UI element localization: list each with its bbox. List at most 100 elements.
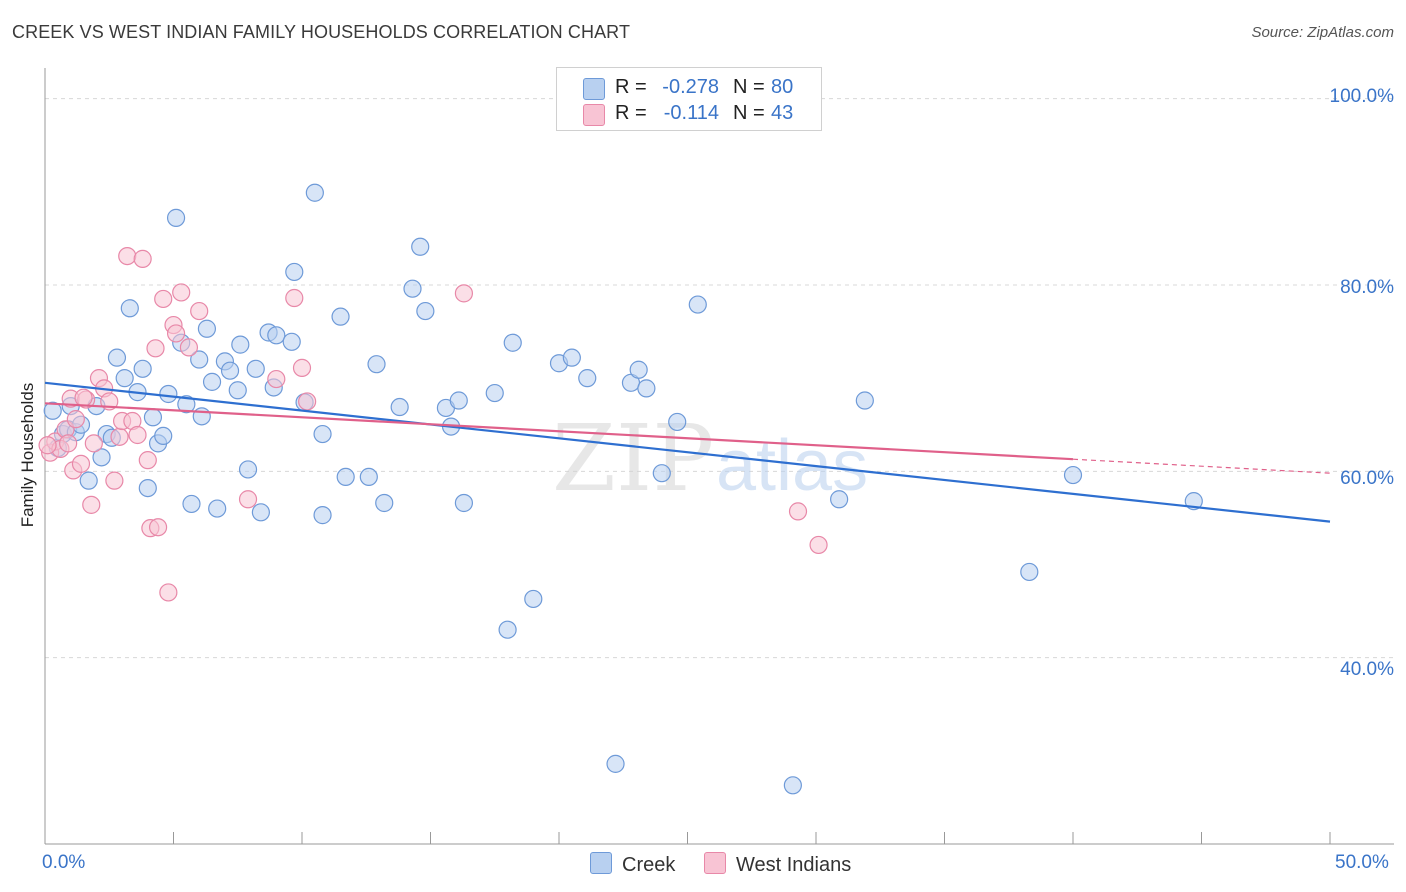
creek-point: [524, 589, 543, 609]
creek-point: [411, 237, 430, 256]
creek-point: [498, 620, 517, 639]
creek-trend-line: [44, 381, 1331, 523]
west-indians-point: [110, 427, 129, 446]
creek-point: [43, 401, 62, 420]
west-indians-point: [74, 388, 93, 407]
data-points: [38, 183, 1203, 795]
west-indians-point: [292, 358, 312, 377]
west-indians-point: [159, 583, 178, 602]
west-indians-point: [105, 471, 124, 490]
west-indians-point: [166, 324, 186, 343]
creek-point: [562, 348, 581, 367]
west-indians-point: [128, 425, 147, 445]
creek-legend-label: Creek: [622, 854, 676, 876]
y-tick-80: 80.0%: [1340, 277, 1394, 298]
creek-point: [166, 208, 186, 227]
creek-point: [416, 301, 435, 321]
creek-point: [107, 348, 127, 367]
creek-point: [606, 754, 625, 773]
creek-point: [115, 369, 134, 388]
creek-point: [251, 503, 270, 522]
west-indians-point: [146, 339, 165, 358]
creek-point: [668, 412, 687, 432]
y-axis-label: Family Households: [18, 382, 37, 528]
west-indians-point: [172, 283, 191, 302]
trend-lines: [44, 381, 1331, 523]
creek-point: [403, 279, 422, 298]
creek-point: [503, 333, 522, 352]
creek-point: [238, 460, 258, 479]
r-label: R =: [615, 102, 647, 124]
creek-point: [220, 361, 240, 380]
creek-point: [830, 490, 849, 509]
west-indians-point: [118, 246, 137, 266]
creek-point: [154, 426, 173, 446]
source-credit: Source: ZipAtlas.com: [1251, 24, 1394, 41]
west-indians-trend-line: [44, 402, 1074, 461]
creek-point: [133, 359, 152, 378]
x-tick-max: 50.0%: [1335, 852, 1389, 873]
west-indians-point: [285, 288, 304, 308]
creek-point: [267, 326, 286, 345]
west-indians-legend-label: West Indians: [736, 854, 852, 876]
r-label: R =: [615, 76, 647, 98]
creek-point: [79, 471, 98, 490]
creek-point: [652, 464, 671, 483]
west-indians-point: [71, 454, 91, 473]
west-indians-legend-swatch: [704, 852, 726, 874]
bottom-legend-creek: Creek: [590, 852, 675, 877]
creek-point: [92, 448, 111, 467]
west-indians-point: [454, 284, 474, 303]
creek-point: [336, 467, 355, 487]
creek-point: [190, 350, 209, 369]
creek-point: [305, 183, 324, 202]
n-value: 80: [771, 76, 794, 98]
creek-point: [208, 499, 227, 518]
y-tick-40: 40.0%: [1340, 659, 1394, 680]
west-indians-point: [190, 301, 209, 321]
west-indians-point: [788, 502, 808, 521]
svg-text:ZIP: ZIP: [552, 405, 714, 512]
creek-point: [454, 493, 474, 513]
gridlines: [45, 98, 1394, 659]
creek-point: [783, 776, 802, 795]
creek-point: [367, 355, 386, 374]
legend-row-creek: R = -0.278 N = 80: [557, 76, 821, 102]
creek-point: [228, 381, 247, 400]
creek-point: [637, 379, 656, 398]
west-indians-point: [84, 434, 103, 453]
creek-point: [1020, 562, 1039, 582]
west-indians-trend-extension: [1072, 458, 1331, 474]
west-indians-point: [267, 369, 286, 389]
creek-point: [138, 478, 157, 498]
creek-point: [177, 395, 196, 414]
creek-point: [231, 335, 250, 354]
r-value: -0.114: [663, 102, 719, 124]
creek-point: [485, 383, 504, 403]
n-value: 43: [771, 102, 794, 124]
y-tick-100: 100.0%: [1329, 86, 1394, 107]
west-indians-point: [133, 249, 152, 268]
west-indians-point: [154, 289, 173, 309]
west-indians-point: [38, 436, 57, 455]
creek-point: [1063, 465, 1083, 485]
x-tick-min: 0.0%: [42, 852, 86, 873]
creek-point: [285, 262, 304, 282]
n-label: N =: [733, 76, 765, 98]
creek-point: [282, 332, 301, 351]
creek-swatch: [583, 78, 605, 100]
creek-point: [313, 506, 332, 525]
creek-point: [449, 391, 468, 410]
west-indians-point: [298, 392, 317, 411]
creek-point: [855, 391, 874, 410]
creek-point: [246, 359, 265, 378]
n-label: N =: [733, 102, 765, 124]
west-indians-point: [148, 518, 168, 537]
west-indians-point: [809, 535, 828, 555]
creek-point: [120, 299, 139, 318]
creek-point: [182, 494, 201, 514]
creek-point: [313, 424, 332, 444]
west-indians-swatch: [583, 104, 605, 126]
creek-point: [688, 295, 707, 314]
